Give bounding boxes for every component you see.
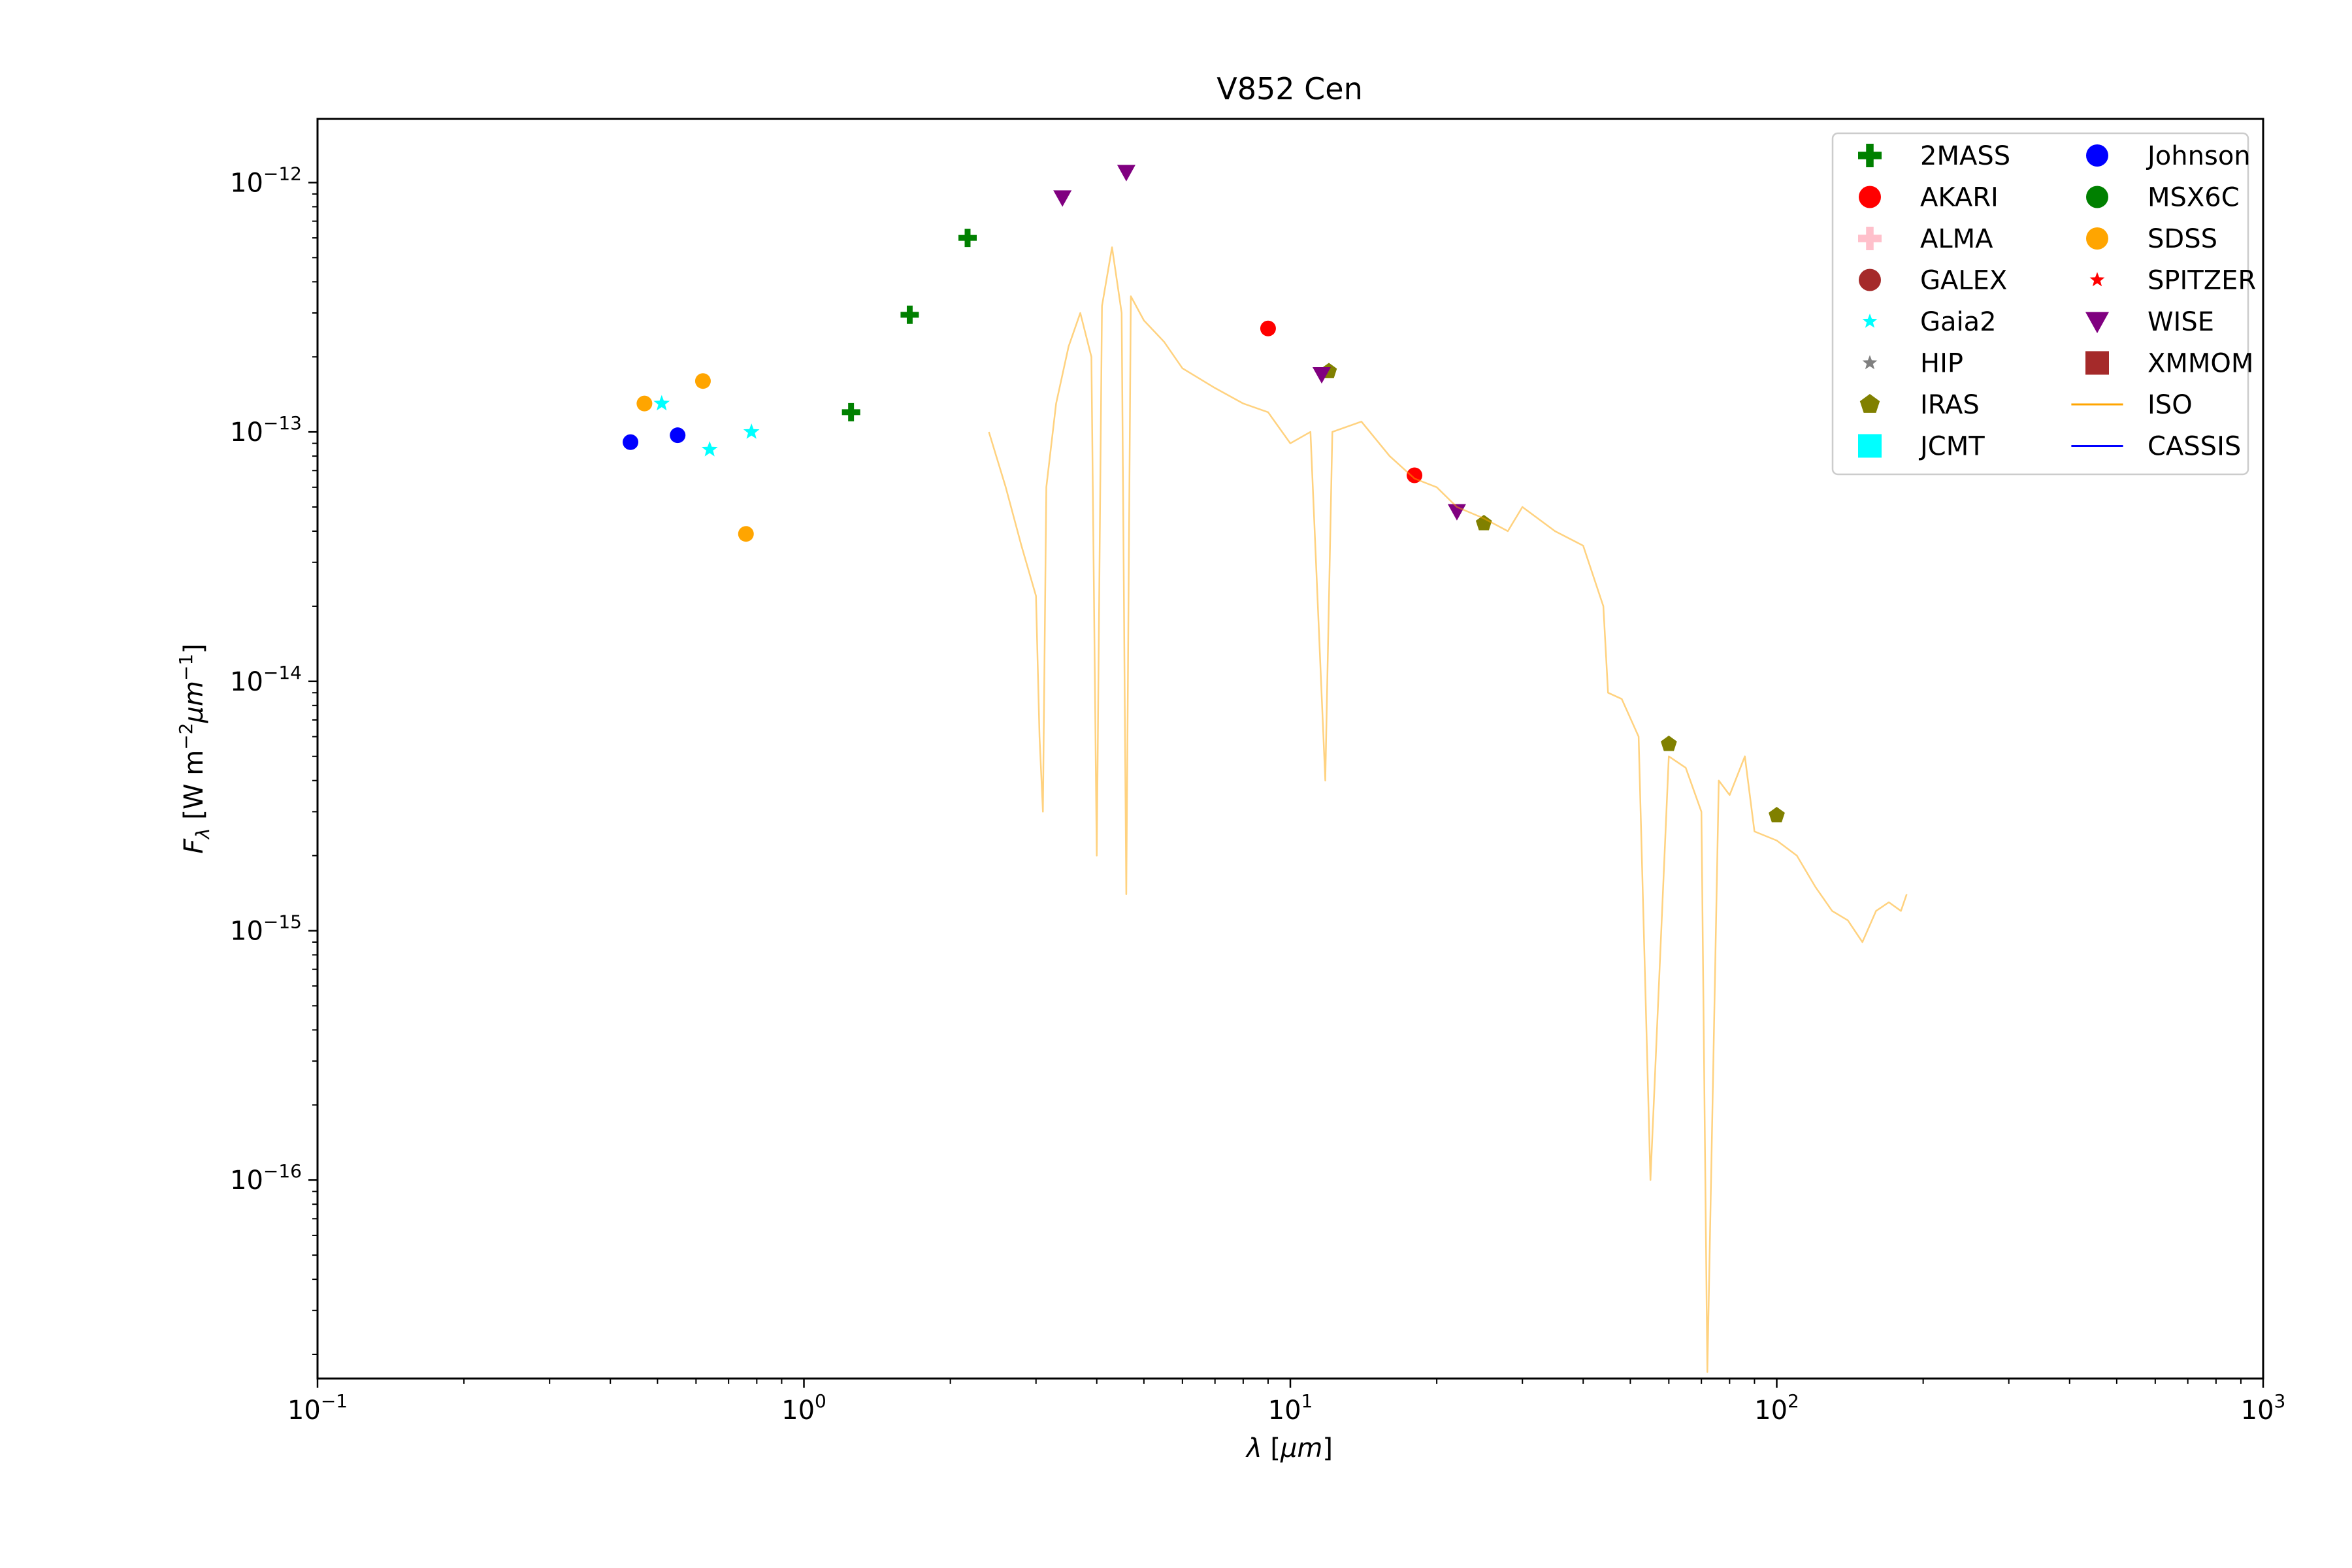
legend-label-sdss: SDSS — [2148, 224, 2217, 254]
wise-point — [1312, 367, 1331, 384]
gaia2-point — [743, 423, 760, 439]
legend-label-iso: ISO — [2148, 390, 2193, 420]
gaia2-point — [701, 441, 718, 457]
sdss-point — [636, 395, 653, 412]
legend-label-johnson: Johnson — [2146, 141, 2251, 171]
johnson-point — [623, 434, 639, 450]
legend-marker-alma — [1858, 227, 1882, 250]
y-tick-label: 10−13 — [230, 412, 302, 448]
y-tick-label: 10−15 — [230, 911, 302, 947]
x-tick-label: 10−1 — [287, 1390, 348, 1426]
legend-label-hip: HIP — [1920, 349, 1963, 379]
legend-marker-gaia2 — [1862, 314, 1878, 328]
2mass-point — [900, 305, 919, 324]
iras-point — [1661, 735, 1677, 751]
legend-marker-2mass — [1858, 144, 1882, 167]
sdss-point — [694, 373, 711, 389]
y-axis: 10−12 10−13 10−14 10−15 10−16 — [230, 163, 318, 1356]
legend-marker-spitzer — [2089, 272, 2105, 287]
legend-label-alma: ALMA — [1920, 224, 1993, 254]
y-tick-label: 10−16 — [230, 1160, 302, 1196]
x-tick-label: 101 — [1268, 1390, 1313, 1426]
x-axis: 10−1 100 101 102 103 — [287, 1379, 2285, 1426]
johnson-point — [670, 427, 686, 444]
legend-label-gaia2: Gaia2 — [1920, 307, 1997, 337]
legend-label-akari: AKARI — [1920, 183, 1999, 213]
legend-marker-jcmt — [1858, 434, 1882, 458]
x-tick-label: 102 — [1754, 1390, 1799, 1426]
legend-marker-msx6c — [2086, 186, 2108, 208]
iras-point — [1475, 515, 1492, 531]
iras-point — [1769, 807, 1785, 823]
wise-point — [1053, 190, 1072, 207]
legend-box — [1831, 132, 2249, 476]
chart-title: V852 Cen — [1217, 71, 1362, 106]
legend-label-iras: IRAS — [1920, 390, 1980, 420]
gaia2-point — [653, 395, 670, 411]
x-axis-label: λ [μm] — [1245, 1433, 1333, 1463]
legend-marker-iras — [1859, 394, 1880, 413]
legend-label-spitzer: SPITZER — [2148, 266, 2256, 296]
legend-marker-xmmom — [2085, 351, 2109, 375]
legend-label-galex: GALEX — [1920, 266, 2007, 296]
legend-label-cassis: CASSIS — [2148, 432, 2241, 462]
plot-area — [623, 165, 1908, 1373]
2mass-point — [841, 402, 860, 421]
x-tick-label: 103 — [2241, 1390, 2286, 1426]
legend-marker-wise — [2085, 312, 2109, 333]
x-tick-label: 100 — [781, 1390, 826, 1426]
legend-marker-sdss — [2086, 227, 2108, 250]
legend-label-wise: WISE — [2148, 307, 2214, 337]
y-axis-label: Fλ [W m−2μm−1] — [175, 644, 214, 854]
legend-label-msx6c: MSX6C — [2148, 183, 2240, 213]
sdss-point — [738, 526, 754, 542]
iso-spectrum-line — [988, 246, 1908, 1373]
legend-marker-akari — [1859, 186, 1881, 208]
legend-label-2mass: 2MASS — [1920, 141, 2010, 171]
wise-point — [1117, 165, 1135, 182]
legend-label-xmmom: XMMOM — [2148, 349, 2253, 379]
legend-marker-johnson — [2086, 144, 2108, 167]
legend-label-jcmt: JCMT — [1918, 432, 1985, 462]
akari-point — [1260, 320, 1276, 336]
y-tick-label: 10−12 — [230, 163, 302, 198]
legend-marker-galex — [1859, 269, 1881, 291]
y-tick-label: 10−14 — [230, 662, 302, 697]
legend: 2MASS AKARI ALMA GALEX Gaia2 HIP IRAS JCMT Johns… — [1831, 132, 2256, 476]
2mass-point — [958, 229, 977, 248]
legend-marker-hip — [1862, 355, 1878, 370]
